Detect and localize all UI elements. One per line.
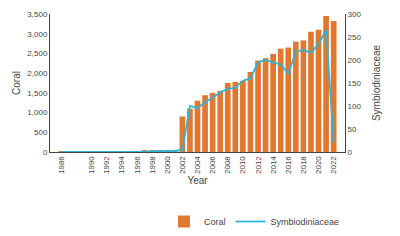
svg-text:1998: 1998 [148, 156, 157, 174]
svg-text:Coral: Coral [11, 71, 22, 95]
svg-text:1990: 1990 [87, 156, 96, 174]
svg-text:2010: 2010 [238, 156, 247, 174]
svg-text:2008: 2008 [223, 156, 232, 174]
svg-text:150: 150 [348, 79, 362, 88]
svg-text:1,500: 1,500 [27, 89, 48, 98]
svg-text:3,000: 3,000 [27, 30, 48, 39]
svg-text:3,500: 3,500 [27, 10, 48, 19]
svg-text:Symbiodiniaceae: Symbiodiniaceae [271, 217, 340, 227]
svg-text:Coral: Coral [204, 217, 226, 227]
svg-text:2016: 2016 [284, 156, 293, 174]
svg-text:2022: 2022 [329, 156, 338, 174]
svg-text:300: 300 [348, 10, 362, 19]
svg-text:2,000: 2,000 [27, 69, 48, 78]
svg-text:2020: 2020 [314, 156, 323, 174]
svg-text:200: 200 [348, 56, 362, 65]
svg-text:1992: 1992 [102, 156, 111, 174]
svg-text:2,500: 2,500 [27, 49, 48, 58]
svg-text:2012: 2012 [254, 156, 263, 174]
svg-text:1994: 1994 [117, 156, 126, 174]
svg-text:0: 0 [43, 148, 48, 157]
svg-text:Year: Year [187, 175, 208, 186]
svg-text:250: 250 [348, 33, 362, 42]
svg-text:2006: 2006 [208, 156, 217, 174]
svg-text:1,000: 1,000 [27, 108, 48, 117]
svg-text:50: 50 [348, 125, 357, 134]
svg-text:2004: 2004 [193, 156, 202, 174]
svg-text:1986: 1986 [57, 156, 66, 174]
svg-text:2014: 2014 [269, 156, 278, 174]
svg-text:Symbiodiniaceae: Symbiodiniaceae [371, 44, 382, 121]
svg-text:2002: 2002 [178, 156, 187, 174]
svg-text:2000: 2000 [163, 156, 172, 174]
svg-text:1996: 1996 [133, 156, 142, 174]
svg-text:2018: 2018 [299, 156, 308, 174]
svg-text:0: 0 [348, 148, 353, 157]
svg-text:500: 500 [34, 128, 48, 137]
svg-text:100: 100 [348, 102, 362, 111]
